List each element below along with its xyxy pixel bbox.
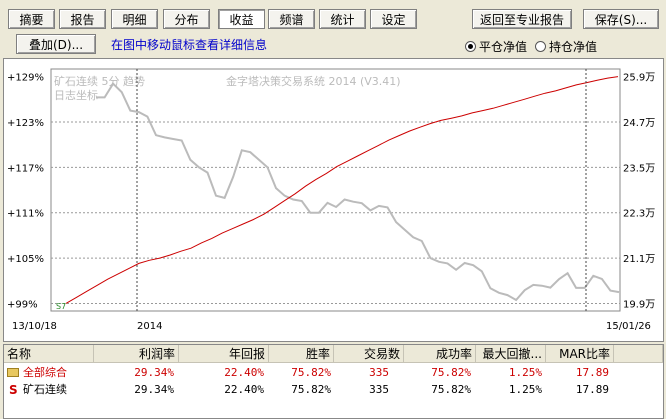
- x-end-date: 15/01/26: [606, 321, 651, 332]
- radio-hold-label: 持仓净值: [549, 40, 598, 54]
- left-axis-tick: +99%: [7, 299, 38, 310]
- row-profit-rate: 29.34%: [134, 366, 174, 379]
- row-profit-rate: 29.34%: [134, 383, 174, 396]
- table-row[interactable]: 全部综合 29.34% 22.40% 75.82% 335 75.82% 1.2…: [4, 365, 663, 381]
- plot-area: [50, 68, 621, 312]
- series-layer: [65, 76, 620, 304]
- x-start-date: 13/10/18: [12, 321, 57, 332]
- price-series-line: [96, 82, 620, 302]
- system-title: 金字塔决策交易系统 2014 (V3.41): [226, 74, 401, 88]
- start-marker: S7: [56, 302, 66, 311]
- row-max-drawdown: 1.25%: [508, 366, 542, 379]
- radio-selected-icon[interactable]: [465, 41, 476, 52]
- overlay-button[interactable]: 叠加(D)...: [16, 34, 96, 54]
- row-max-drawdown: 1.25%: [508, 383, 542, 396]
- right-axis-tick: 24.7万: [623, 118, 655, 129]
- tab-statistics[interactable]: 统计: [319, 9, 366, 29]
- tab-detail[interactable]: 明细: [111, 9, 158, 29]
- tab-spectrum[interactable]: 频谱: [268, 9, 315, 29]
- radio-unselected-icon[interactable]: [535, 41, 546, 52]
- save-button[interactable]: 保存(S)...: [583, 9, 659, 29]
- header-filler: [614, 345, 663, 363]
- tab-distribution[interactable]: 分布: [163, 9, 210, 29]
- left-axis-tick: +111%: [7, 209, 44, 220]
- header-name[interactable]: 名称: [4, 345, 94, 363]
- left-axis-tick: +123%: [7, 118, 44, 129]
- header-mar-ratio[interactable]: MAR比率: [546, 345, 614, 363]
- equity-chart-panel[interactable]: +129% +123% +117% +111% +105% +99% 25.9万 24.7万…: [3, 58, 664, 342]
- right-axis-tick: 25.9万: [623, 73, 655, 84]
- tab-summary[interactable]: 摘要: [8, 9, 55, 29]
- s-icon: S: [9, 383, 18, 397]
- equity-chart[interactable]: +129% +123% +117% +111% +105% +99% 25.9万 24.7万…: [4, 59, 663, 341]
- row-success-rate: 75.82%: [431, 366, 471, 379]
- row-mar-ratio: 17.89: [575, 383, 609, 396]
- row-mar-ratio: 17.89: [575, 366, 609, 379]
- left-axis-tick: +129%: [7, 73, 44, 84]
- row-name: 全部综合: [23, 366, 67, 379]
- equity-series-line: [65, 76, 619, 304]
- x-mid-date: 2014: [137, 321, 162, 332]
- row-name: 矿石连续: [23, 383, 67, 396]
- header-annual-return[interactable]: 年回报: [179, 345, 269, 363]
- right-axis-tick: 19.9万: [623, 299, 655, 310]
- header-profit-rate[interactable]: 利润率: [94, 345, 179, 363]
- row-annual-return: 22.40%: [224, 383, 264, 396]
- header-success-rate[interactable]: 成功率: [404, 345, 476, 363]
- watermark-line1: 矿石连续 5分 趋势: [54, 74, 145, 88]
- right-axis-tick: 22.3万: [623, 209, 655, 220]
- left-axis-tick: +105%: [7, 254, 44, 265]
- radio-hold-nav[interactable]: 持仓净值: [535, 38, 597, 55]
- hint-text: 在图中移动鼠标查看详细信息: [111, 38, 268, 52]
- right-axis-tick: 23.5万: [623, 163, 655, 174]
- row-trade-count: 335: [369, 383, 389, 396]
- left-axis-tick: +117%: [7, 163, 44, 174]
- stats-table: 名称 利润率 年回报 胜率 交易数 成功率 最大回撤... MAR比率 全部综合…: [3, 344, 664, 419]
- right-axis-tick: 21.1万: [623, 254, 655, 265]
- left-axis-ticks: +129% +123% +117% +111% +105% +99%: [7, 73, 44, 311]
- back-to-report-button[interactable]: 返回至专业报告: [472, 9, 572, 29]
- radio-flat-nav[interactable]: 平仓净值: [465, 38, 527, 55]
- table-row[interactable]: S 矿石连续 29.34% 22.40% 75.82% 335 75.82% 1…: [4, 382, 663, 398]
- row-win-rate: 75.82%: [291, 383, 331, 396]
- folder-icon: [7, 368, 19, 377]
- row-win-rate: 75.82%: [291, 366, 331, 379]
- row-success-rate: 75.82%: [431, 383, 471, 396]
- header-trade-count[interactable]: 交易数: [334, 345, 404, 363]
- row-trade-count: 335: [369, 366, 389, 379]
- watermark-line2: 日志坐标: [54, 88, 98, 102]
- tab-returns[interactable]: 收益: [218, 9, 265, 29]
- radio-flat-label: 平仓净值: [479, 40, 528, 54]
- header-max-drawdown[interactable]: 最大回撤...: [476, 345, 546, 363]
- right-axis-ticks: 25.9万 24.7万 23.5万 22.3万 21.1万 19.9万: [623, 73, 655, 311]
- tab-report[interactable]: 报告: [59, 9, 106, 29]
- tab-settings[interactable]: 设定: [370, 9, 417, 29]
- header-win-rate[interactable]: 胜率: [269, 345, 334, 363]
- row-annual-return: 22.40%: [224, 366, 264, 379]
